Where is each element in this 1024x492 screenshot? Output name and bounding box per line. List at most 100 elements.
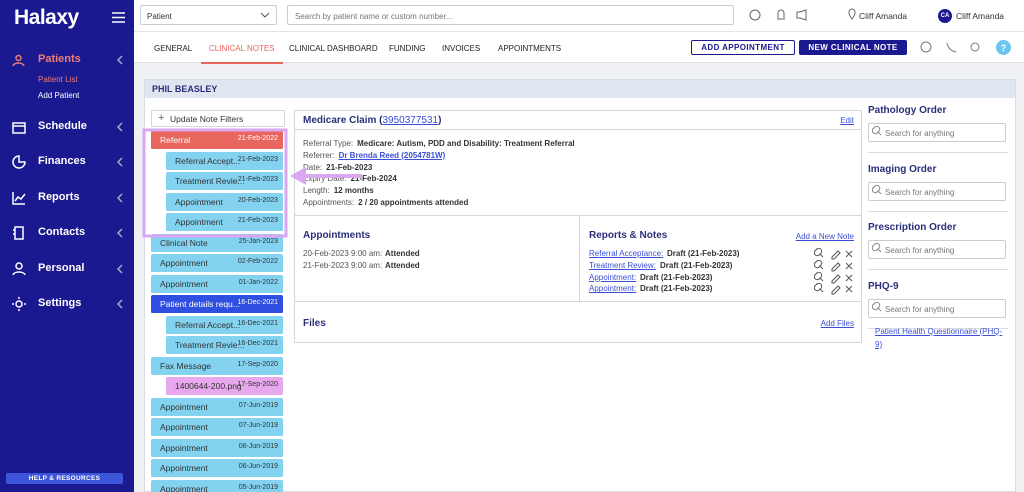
tab[interactable]: CLINICAL DASHBOARD [289, 44, 378, 53]
tool-icons[interactable] [920, 41, 980, 53]
panel-divider [868, 327, 1008, 329]
patient-select[interactable]: Patient [140, 5, 277, 25]
patient-search[interactable]: Search by patient name or custom number.… [287, 5, 734, 25]
note-label: Referral [160, 135, 191, 145]
icon-shape [116, 299, 123, 309]
edit-link[interactable]: Edit [840, 116, 854, 125]
icon-shape [814, 271, 853, 284]
field-label: Referral Type: [303, 139, 354, 148]
add-note-link[interactable]: Add a New Note [795, 232, 854, 241]
panel-title: Prescription Order [868, 222, 957, 233]
icon [872, 126, 882, 136]
divider [295, 301, 861, 302]
note-item[interactable]: Clinical Note 25-Jan-2023 [151, 233, 283, 253]
icon-shape [12, 297, 26, 311]
icon [12, 54, 25, 67]
nav-item[interactable]: Schedule [38, 120, 87, 132]
tab[interactable]: APPOINTMENTS [498, 44, 562, 53]
avatar[interactable]: CA [938, 9, 952, 23]
icon [116, 228, 123, 238]
note-date: 17-Sep-2020 [237, 360, 278, 368]
panel-divider [868, 152, 1008, 153]
chevron [260, 12, 270, 18]
search-input[interactable]: Search for anything [868, 123, 1006, 142]
nav-subitem[interactable]: Patient List [38, 75, 78, 84]
note-item[interactable]: Appointment 02-Feb-2022 [151, 254, 283, 273]
claim-field: Date: 21-Feb-2023 [303, 163, 372, 172]
icon [814, 248, 853, 260]
nav-item[interactable]: Reports [38, 191, 80, 203]
note-label: Referral Accept... [175, 319, 241, 330]
icon [116, 193, 123, 203]
appointment-time: 20-Feb-2023 9:00 am: [303, 249, 383, 258]
note-item[interactable]: Referral Accept... 21-Feb-2023 [166, 151, 283, 171]
report-link[interactable]: Appointment: [589, 284, 637, 294]
panel-link[interactable]: Patient Health Questionnaire (PHQ-9) [875, 326, 1003, 349]
user-name[interactable]: Cliff Amanda [956, 11, 1005, 21]
search-input[interactable]: Search for anything [868, 298, 1006, 318]
note-date: 21-Feb-2023 [237, 176, 278, 183]
update-filters[interactable]: + Update Note Filters [151, 110, 285, 127]
nav-item[interactable]: Patients [38, 53, 81, 65]
field-value[interactable]: Dr Brenda Reed (2054781W) [338, 150, 446, 160]
title-suffix: ) [438, 115, 442, 126]
nav-item[interactable]: Settings [38, 297, 82, 309]
tab[interactable]: FUNDING [389, 44, 426, 53]
report-link[interactable]: Referral Acceptance: [589, 249, 664, 258]
note-item[interactable]: Treatment Revie... 16-Dec-2021 [166, 336, 283, 355]
note-item[interactable]: Appointment 07-Jun-2019 [151, 397, 283, 417]
icon [116, 264, 123, 274]
nav-subitem[interactable]: Add Patient [38, 91, 80, 100]
note-label: Appointment [160, 483, 208, 492]
field-label: Expiry Date: [303, 174, 347, 184]
claim-number[interactable]: 3950377531 [382, 115, 439, 126]
help-resources[interactable]: HELP & RESOURCES [6, 473, 123, 484]
top-icons[interactable] [748, 8, 808, 22]
note-item[interactable]: Appointment 06-Jun-2019 [151, 438, 283, 458]
search-input[interactable]: Search for anything [868, 240, 1006, 259]
logo[interactable]: Halaxy [14, 6, 79, 29]
field-value: 21-Feb-2024 [350, 174, 397, 184]
topbar: Patient Search by patient name or custom… [134, 0, 1024, 32]
note-item[interactable]: Appointment 01-Jan-2022 [151, 274, 283, 294]
claim-field: Appointments: 2 / 20 appointments attende… [303, 198, 468, 207]
note-date: 16-Dec-2021 [237, 299, 278, 306]
report-link[interactable]: Appointment: [589, 272, 637, 282]
note-label: Treatment Revie... [175, 176, 245, 186]
help-button[interactable]: ? [996, 40, 1011, 55]
report-link[interactable]: Treatment Review: [589, 260, 656, 270]
note-item[interactable]: 1400644-200.png 17-Sep-2020 [166, 377, 283, 396]
menu-icon[interactable] [112, 12, 125, 23]
note-item[interactable]: Referral Accept... 16-Dec-2021 [166, 315, 283, 335]
note-item[interactable]: Treatment Revie... 21-Feb-2023 [166, 172, 283, 191]
search-input[interactable]: Search for anything [868, 181, 1006, 201]
tab[interactable]: INVOICES [442, 44, 481, 53]
note-item[interactable]: Patient details requ... 16-Dec-2021 [151, 295, 283, 314]
note-item[interactable]: Appointment 05-Jun-2019 [151, 479, 283, 492]
tab[interactable]: CLINICAL NOTES [201, 44, 282, 64]
tab[interactable]: GENERAL [154, 44, 193, 53]
note-item[interactable]: Appointment 07-Jun-2019 [151, 418, 283, 437]
new-note-button[interactable]: NEW CLINICAL NOTE [799, 40, 907, 55]
nav-item[interactable]: Personal [38, 262, 85, 274]
note-date: 21-Feb-2022 [237, 135, 278, 142]
location-user[interactable]: Cliff Amanda [859, 11, 908, 21]
note-item[interactable]: Appointment 20-Feb-2023 [166, 192, 283, 212]
note-item[interactable]: Appointment 06-Jun-2019 [151, 459, 283, 478]
add-appointment-button[interactable]: ADD APPOINTMENT [691, 40, 795, 55]
note-item[interactable]: Referral 21-Feb-2022 [151, 131, 283, 150]
nav-item[interactable]: Contacts [38, 226, 86, 238]
add-files-link[interactable]: Add Files [820, 319, 854, 328]
note-item[interactable]: Fax Message 17-Sep-2020 [151, 356, 283, 376]
icon-shape [12, 155, 26, 169]
icon-shape [872, 126, 882, 136]
icon-shape [12, 192, 26, 205]
note-label: Fax Message [160, 360, 212, 371]
icon [872, 301, 882, 311]
right-column: Pathology Order Search for anything Imagin… [868, 100, 1008, 492]
icon-shape [116, 157, 123, 167]
tab-bar: ADD APPOINTMENT NEW CLINICAL NOTE ? GENE… [134, 32, 1024, 64]
note-item[interactable]: Appointment 21-Feb-2023 [166, 213, 283, 232]
appointments-title: Appointments [303, 230, 371, 241]
nav-item[interactable]: Finances [38, 155, 86, 167]
